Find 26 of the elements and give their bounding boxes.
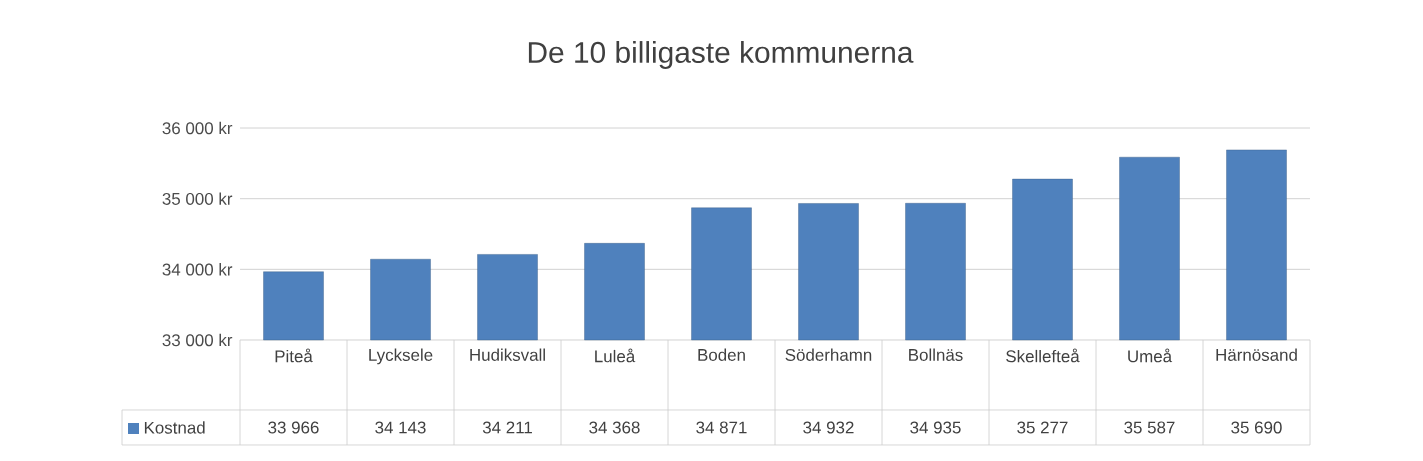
y-tick-label: 34 000 kr <box>162 263 233 276</box>
x-tick-label: Boden <box>698 348 745 361</box>
x-tick-label: Skellefteå <box>1006 348 1080 363</box>
data-label: 35 277 <box>1017 421 1068 434</box>
y-tick-label: 33 000 kr <box>162 333 233 347</box>
legend-label: Kostnad <box>144 421 205 434</box>
x-tick-label: Söderhamn <box>785 348 872 361</box>
chart-title: De 10 billigaste kommunerna <box>528 41 914 69</box>
data-label: 34 932 <box>803 421 854 434</box>
x-tick-label: Bollnäs <box>909 348 963 361</box>
data-label: 33 966 <box>268 421 319 434</box>
data-label: 34 143 <box>375 421 426 434</box>
y-tick-label: 36 000 kr <box>162 121 233 135</box>
data-label: 34 211 <box>482 421 532 434</box>
data-label: 34 368 <box>589 421 640 434</box>
y-tick-label: 35 000 kr <box>162 192 233 205</box>
x-tick-label: Piteå <box>275 348 313 363</box>
x-tick-label: Hudiksvall <box>470 348 545 361</box>
data-label: 35 690 <box>1231 421 1282 434</box>
data-label: 34 871 <box>696 421 747 434</box>
x-tick-label: Härnösand <box>1216 348 1297 361</box>
x-tick-label: Luleå <box>595 348 636 363</box>
x-tick-label: Lycksele <box>369 348 433 365</box>
data-label: 34 935 <box>910 421 961 434</box>
x-tick-label: Umeå <box>1128 348 1173 363</box>
data-label: 35 587 <box>1124 421 1175 434</box>
